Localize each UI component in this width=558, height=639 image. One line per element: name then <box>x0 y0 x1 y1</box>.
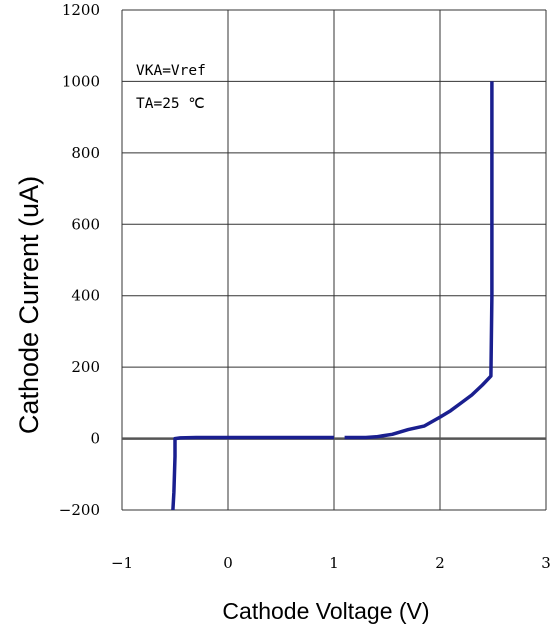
annotation-vka: VKA=Vref <box>136 63 206 79</box>
y-tick-label-2: 800 <box>71 144 100 162</box>
x-tick-label-4: 3 <box>541 554 551 572</box>
y-tick-label-5: 200 <box>71 358 100 376</box>
series-0-segment-1 <box>344 81 494 440</box>
y-tick-label-6: 0 <box>90 430 100 448</box>
y-tick-labels: 1200 1000 800 600 400 200 0 −200 <box>59 1 100 519</box>
y-tick-label-3: 600 <box>71 215 100 233</box>
y-axis-title: Cathode Current (uA) <box>14 176 44 434</box>
series-group <box>171 81 494 511</box>
x-tick-label-1: 0 <box>223 554 233 572</box>
y-tick-label-1: 1000 <box>62 72 100 90</box>
x-tick-label-0: −1 <box>111 554 133 572</box>
grid <box>121 9 547 511</box>
x-axis-title: Cathode Voltage (V) <box>222 598 429 624</box>
y-tick-label-4: 400 <box>71 287 100 305</box>
annotation-ta: TA=25 ℃ <box>136 96 205 112</box>
series-0-segment-0 <box>171 435 334 511</box>
y-tick-label-0: 1200 <box>62 1 100 19</box>
x-tick-labels: −1 0 1 2 3 <box>111 554 551 572</box>
x-tick-label-2: 1 <box>329 554 339 572</box>
x-tick-label-3: 2 <box>435 554 445 572</box>
y-tick-label-7: −200 <box>59 501 100 519</box>
